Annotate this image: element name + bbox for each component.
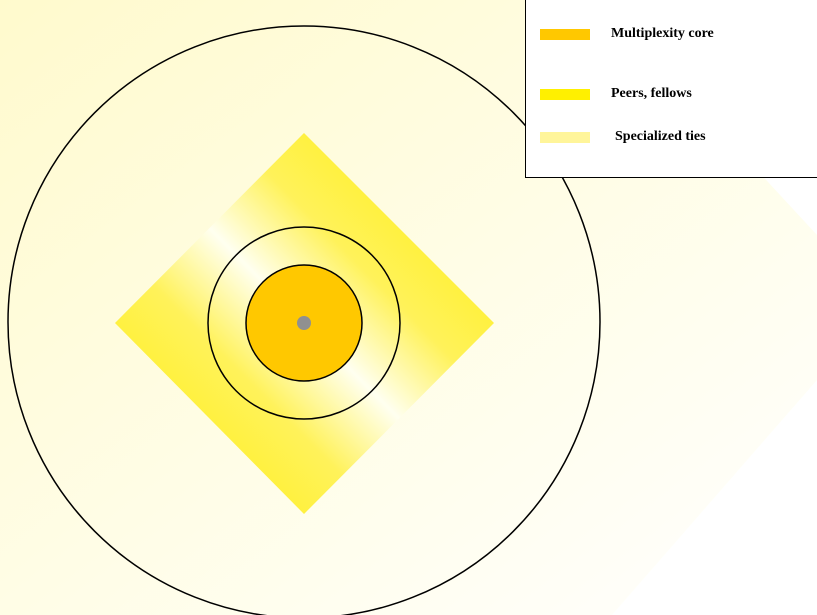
legend: Multiplexity core Peers, fellows Special… [525,0,817,178]
legend-swatch-specialized [540,131,590,143]
legend-item-multiplexity-core: Multiplexity core [540,24,714,44]
middle-ring [207,226,401,420]
legend-item-specialized-ties: Specialized ties [540,127,706,147]
outer-ring [7,25,601,615]
legend-item-peers: Peers, fellows [540,84,692,104]
center-node [297,316,311,330]
legend-label: Specialized ties [615,129,706,144]
legend-swatch-peers [540,88,590,100]
legend-label: Multiplexity core [611,26,714,41]
legend-swatch-core [540,28,590,40]
legend-label: Peers, fellows [611,86,692,101]
